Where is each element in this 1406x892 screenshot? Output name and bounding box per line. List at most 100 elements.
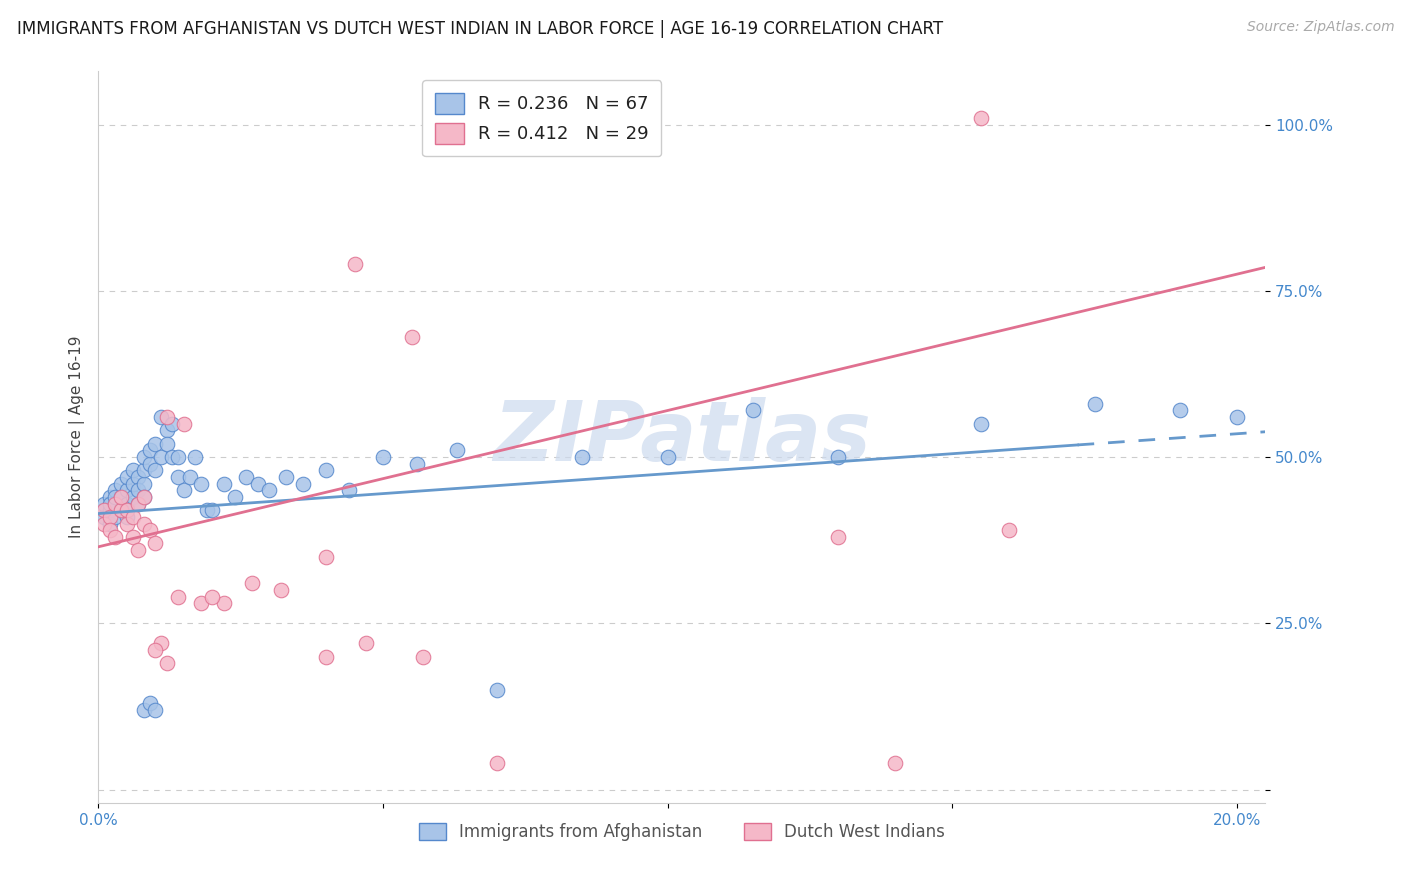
- Point: [127, 497, 149, 511]
- Point: [138, 457, 160, 471]
- Point: [121, 530, 143, 544]
- Point: [127, 483, 149, 498]
- Point: [246, 476, 269, 491]
- Point: [150, 636, 173, 650]
- Point: [156, 656, 179, 670]
- Y-axis label: In Labor Force | Age 16-19: In Labor Force | Age 16-19: [69, 335, 84, 539]
- Point: [132, 490, 155, 504]
- Point: [138, 696, 160, 710]
- Point: [446, 443, 468, 458]
- Point: [110, 503, 132, 517]
- Point: [179, 470, 201, 484]
- Point: [132, 516, 155, 531]
- Point: [132, 476, 155, 491]
- Point: [115, 470, 138, 484]
- Point: [970, 417, 993, 431]
- Point: [115, 516, 138, 531]
- Point: [371, 450, 394, 464]
- Point: [93, 503, 115, 517]
- Point: [156, 424, 179, 438]
- Point: [93, 503, 115, 517]
- Text: Source: ZipAtlas.com: Source: ZipAtlas.com: [1247, 20, 1395, 34]
- Legend: Immigrants from Afghanistan, Dutch West Indians: Immigrants from Afghanistan, Dutch West …: [411, 814, 953, 849]
- Point: [110, 503, 132, 517]
- Point: [884, 756, 907, 770]
- Point: [167, 470, 190, 484]
- Point: [132, 463, 155, 477]
- Point: [235, 470, 257, 484]
- Point: [343, 257, 366, 271]
- Point: [1226, 410, 1249, 425]
- Point: [98, 523, 121, 537]
- Point: [121, 490, 143, 504]
- Point: [406, 457, 429, 471]
- Point: [127, 470, 149, 484]
- Point: [827, 450, 849, 464]
- Point: [292, 476, 315, 491]
- Point: [138, 523, 160, 537]
- Point: [150, 450, 173, 464]
- Point: [162, 417, 184, 431]
- Point: [98, 490, 121, 504]
- Point: [132, 703, 155, 717]
- Point: [93, 509, 115, 524]
- Text: IMMIGRANTS FROM AFGHANISTAN VS DUTCH WEST INDIAN IN LABOR FORCE | AGE 16-19 CORR: IMMIGRANTS FROM AFGHANISTAN VS DUTCH WES…: [17, 20, 943, 37]
- Point: [276, 470, 298, 484]
- Point: [1084, 397, 1107, 411]
- Point: [167, 450, 190, 464]
- Point: [98, 497, 121, 511]
- Point: [167, 590, 190, 604]
- Point: [110, 490, 132, 504]
- Point: [143, 643, 166, 657]
- Point: [1168, 403, 1191, 417]
- Point: [104, 497, 127, 511]
- Point: [270, 582, 292, 597]
- Point: [173, 483, 195, 498]
- Point: [201, 590, 224, 604]
- Point: [143, 703, 166, 717]
- Point: [127, 497, 149, 511]
- Point: [998, 523, 1021, 537]
- Point: [315, 463, 337, 477]
- Point: [240, 576, 263, 591]
- Point: [104, 530, 127, 544]
- Point: [98, 509, 121, 524]
- Point: [104, 509, 127, 524]
- Point: [115, 509, 138, 524]
- Point: [315, 649, 337, 664]
- Point: [127, 543, 149, 558]
- Text: ZIPatlas: ZIPatlas: [494, 397, 870, 477]
- Point: [132, 450, 155, 464]
- Point: [184, 450, 207, 464]
- Point: [354, 636, 377, 650]
- Point: [156, 436, 179, 450]
- Point: [138, 443, 160, 458]
- Point: [121, 463, 143, 477]
- Point: [412, 649, 434, 664]
- Point: [485, 756, 508, 770]
- Point: [93, 516, 115, 531]
- Point: [110, 476, 132, 491]
- Point: [337, 483, 360, 498]
- Point: [190, 596, 212, 610]
- Point: [143, 463, 166, 477]
- Point: [121, 509, 143, 524]
- Point: [401, 330, 423, 344]
- Point: [190, 476, 212, 491]
- Point: [115, 497, 138, 511]
- Point: [143, 436, 166, 450]
- Point: [162, 450, 184, 464]
- Point: [315, 549, 337, 564]
- Point: [485, 682, 508, 697]
- Point: [195, 503, 218, 517]
- Point: [173, 417, 195, 431]
- Point: [571, 450, 593, 464]
- Point: [132, 490, 155, 504]
- Point: [224, 490, 246, 504]
- Point: [150, 410, 173, 425]
- Point: [104, 483, 127, 498]
- Point: [104, 490, 127, 504]
- Point: [115, 483, 138, 498]
- Point: [98, 503, 121, 517]
- Point: [201, 503, 224, 517]
